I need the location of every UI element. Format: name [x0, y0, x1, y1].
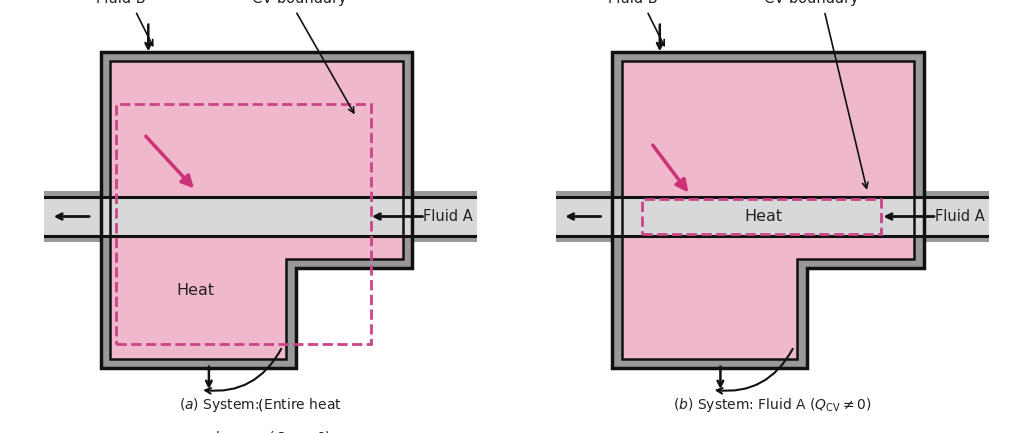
Text: Fluid B: Fluid B [608, 0, 658, 6]
Bar [920, 191, 989, 242]
Polygon shape [100, 52, 412, 368]
Text: $(a)$ System: Entire heat: $(a)$ System: Entire heat [179, 396, 343, 414]
Polygon shape [612, 52, 924, 368]
Text: CV boundary: CV boundary [764, 0, 858, 6]
Bar [555, 191, 617, 242]
Bar [642, 199, 881, 234]
Text: (⁠⁠⁠⁠⁠⁠⁠⁠⁠⁠⁠⁠⁠⁠⁠: (⁠⁠⁠⁠⁠⁠⁠⁠⁠⁠⁠⁠⁠⁠⁠ [258, 398, 264, 412]
Text: Fluid B: Fluid B [96, 0, 146, 6]
Text: Fluid A: Fluid A [424, 209, 473, 224]
Bar [44, 191, 105, 242]
Text: Heat: Heat [745, 209, 783, 224]
Text: Fluid A: Fluid A [935, 209, 984, 224]
Text: Heat: Heat [177, 283, 215, 297]
Bar [44, 197, 478, 236]
Text: exchanger ($Q_\mathrm{CV} = 0$): exchanger ($Q_\mathrm{CV} = 0$) [191, 429, 330, 433]
Text: CV boundary: CV boundary [253, 0, 347, 6]
Bar [408, 191, 478, 242]
Text: $(b)$ System: Fluid A ($Q_\mathrm{CV} \neq 0$): $(b)$ System: Fluid A ($Q_\mathrm{CV} \n… [673, 396, 872, 414]
Bar [116, 104, 371, 344]
Bar [555, 197, 989, 236]
Polygon shape [622, 61, 915, 359]
Polygon shape [110, 61, 403, 359]
